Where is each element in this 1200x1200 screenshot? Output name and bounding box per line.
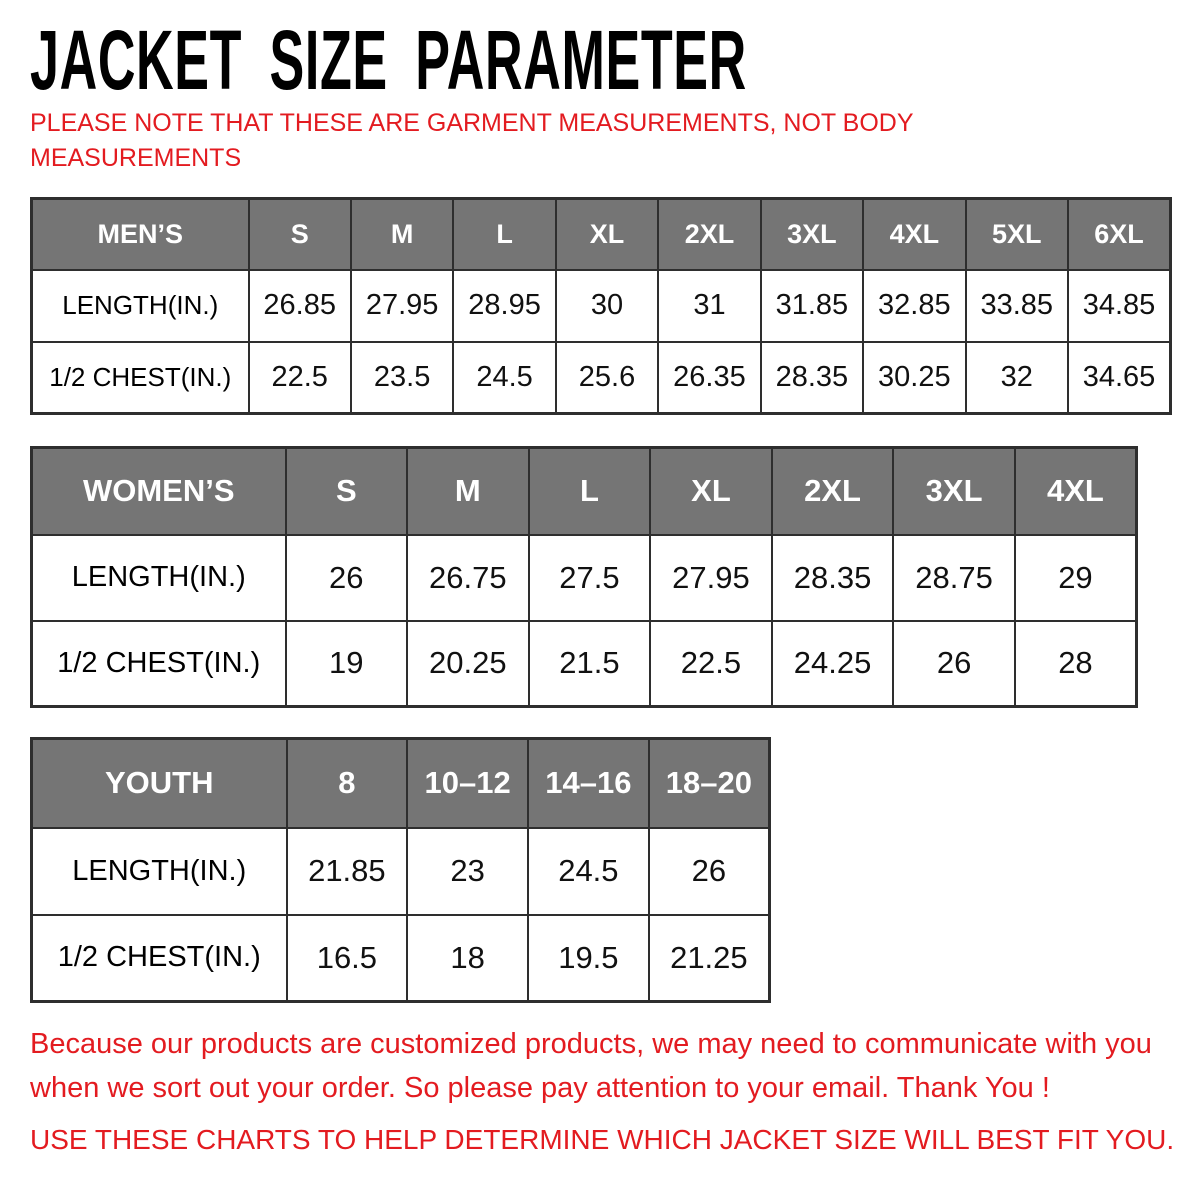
womens-size-column-header: M	[406, 446, 530, 536]
mens-measurement-value: 26.35	[657, 340, 762, 415]
womens-measurement-value: 24.25	[770, 619, 895, 708]
mens-size-column-header: 2XL	[657, 197, 762, 271]
mens-size-column-header: M	[349, 197, 455, 271]
mens-measurement-value: 31.85	[759, 268, 865, 343]
mens-size-column-header: XL	[554, 197, 660, 271]
youth-size-table: YOUTH 8 10–12 14–16 18–20 LENGTH(IN.) 21.85 23 2…	[30, 737, 771, 1003]
womens-size-column-header: 4XL	[1013, 446, 1138, 536]
womens-row-label: LENGTH(IN.)	[30, 533, 287, 622]
youth-size-column-header: 18–20	[647, 737, 771, 829]
mens-size-table: MEN’S S M L XL 2XL 3XL 4XL 5XL 6XL LENGTH(IN.) 26.8…	[30, 197, 1172, 415]
youth-size-column-header: 14–16	[527, 737, 650, 829]
mens-measurement-value: 26.85	[247, 268, 352, 343]
mens-table-title: MEN’S	[30, 197, 250, 271]
mens-size-column-header: 5XL	[964, 197, 1070, 271]
page-title-text: JACKET SIZE PARAMETER	[30, 13, 747, 107]
womens-row-label: 1/2 CHEST(IN.)	[30, 619, 287, 708]
womens-measurement-value: 19	[284, 619, 409, 708]
youth-row-label: 1/2 CHEST(IN.)	[30, 913, 288, 1003]
womens-measurement-value: 20.25	[406, 619, 530, 708]
womens-size-column-header: S	[284, 446, 409, 536]
womens-measurement-value: 26	[284, 533, 409, 622]
mens-row-label: 1/2 CHEST(IN.)	[30, 340, 250, 415]
page-title: JACKET SIZE PARAMETER	[30, 18, 1186, 102]
mens-measurement-value: 31	[657, 268, 762, 343]
youth-measurement-value: 21.25	[647, 913, 771, 1003]
mens-measurement-value: 27.95	[349, 268, 455, 343]
mens-measurement-value: 24.5	[452, 340, 557, 415]
youth-measurement-value: 19.5	[527, 913, 650, 1003]
youth-measurement-value: 21.85	[285, 826, 409, 916]
mens-size-column-header: S	[247, 197, 352, 271]
womens-size-column-header: 2XL	[770, 446, 895, 536]
womens-measurement-value: 21.5	[527, 619, 652, 708]
womens-measurement-value: 29	[1013, 533, 1138, 622]
mens-measurement-value: 28.35	[759, 340, 865, 415]
youth-measurement-value: 24.5	[527, 826, 650, 916]
mens-measurement-value: 32.85	[862, 268, 967, 343]
womens-measurement-value: 26	[892, 619, 1016, 708]
mens-measurement-value: 30.25	[862, 340, 967, 415]
womens-measurement-value: 27.5	[527, 533, 652, 622]
customization-notice-line-2: when we sort out your order. So please p…	[30, 1072, 1050, 1104]
note-line-1: PLEASE NOTE THAT THESE ARE GARMENT MEASU…	[30, 109, 914, 137]
womens-table-title: WOMEN’S	[30, 446, 287, 536]
garment-measurement-note: PLEASE NOTE THAT THESE ARE GARMENT MEASU…	[30, 106, 990, 176]
mens-measurement-value: 34.85	[1067, 268, 1172, 343]
chart-usage-note: USE THESE CHARTS TO HELP DETERMINE WHICH…	[30, 1124, 1175, 1155]
mens-measurement-value: 28.95	[452, 268, 557, 343]
womens-measurement-value: 28	[1013, 619, 1138, 708]
note-line-2: MEASUREMENTS	[30, 144, 242, 172]
womens-size-column-header: 3XL	[892, 446, 1016, 536]
youth-table-title: YOUTH	[30, 737, 288, 829]
womens-size-column-header: L	[527, 446, 652, 536]
customization-notice: Because our products are customized prod…	[30, 1022, 1152, 1110]
mens-measurement-value: 33.85	[964, 268, 1070, 343]
mens-size-column-header: 6XL	[1067, 197, 1172, 271]
youth-size-column-header: 10–12	[406, 737, 529, 829]
mens-size-column-header: 3XL	[759, 197, 865, 271]
mens-size-column-header: 4XL	[862, 197, 967, 271]
mens-measurement-value: 22.5	[247, 340, 352, 415]
youth-measurement-value: 26	[647, 826, 771, 916]
customization-notice-line-1: Because our products are customized prod…	[30, 1028, 1152, 1060]
mens-row-label: LENGTH(IN.)	[30, 268, 250, 343]
womens-measurement-value: 22.5	[649, 619, 773, 708]
mens-measurement-value: 34.65	[1067, 340, 1172, 415]
mens-size-column-header: L	[452, 197, 557, 271]
youth-row-label: LENGTH(IN.)	[30, 826, 288, 916]
womens-measurement-value: 28.35	[770, 533, 895, 622]
youth-measurement-value: 16.5	[285, 913, 409, 1003]
womens-measurement-value: 27.95	[649, 533, 773, 622]
womens-size-column-header: XL	[649, 446, 773, 536]
youth-measurement-value: 23	[406, 826, 529, 916]
womens-size-table: WOMEN’S S M L XL 2XL 3XL 4XL LENGTH(IN.) 26 26.75 2…	[30, 446, 1138, 708]
mens-measurement-value: 30	[554, 268, 660, 343]
youth-measurement-value: 18	[406, 913, 529, 1003]
mens-measurement-value: 32	[964, 340, 1070, 415]
mens-measurement-value: 25.6	[554, 340, 660, 415]
womens-measurement-value: 28.75	[892, 533, 1016, 622]
womens-measurement-value: 26.75	[406, 533, 530, 622]
youth-size-column-header: 8	[285, 737, 409, 829]
mens-measurement-value: 23.5	[349, 340, 455, 415]
